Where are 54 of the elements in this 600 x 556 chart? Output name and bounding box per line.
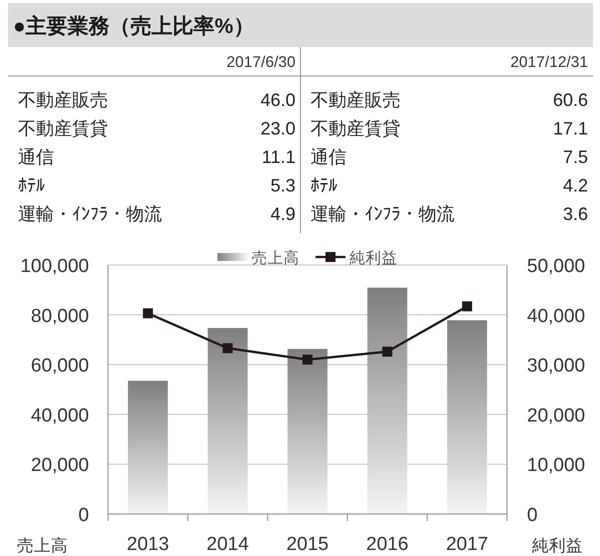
y-tick-label: 20,000 xyxy=(30,455,89,476)
data-label: 4.9 xyxy=(270,204,296,224)
y-tick-label: 60,000 xyxy=(30,356,89,377)
y-axis-title: 売上高 xyxy=(17,536,68,555)
x-tick-label: 2014 xyxy=(206,534,250,555)
text: 2017/12/31 xyxy=(510,54,588,71)
bar xyxy=(367,288,408,514)
y2-axis-title: 純利益 xyxy=(532,536,583,555)
y2-tick-label: 0 xyxy=(527,505,538,526)
legend-label: 純利益 xyxy=(350,249,398,267)
category-label: ﾎﾃﾙ xyxy=(310,176,338,196)
category-label: 通信 xyxy=(310,147,346,167)
x-tick-label: 2016 xyxy=(366,534,408,555)
point xyxy=(462,301,472,312)
data-label: 3.6 xyxy=(562,204,588,224)
bar xyxy=(128,380,168,514)
legend-label: 売上高 xyxy=(252,249,300,267)
y2-tick-label: 20,000 xyxy=(527,405,586,426)
y2-tick-label: 40,000 xyxy=(527,306,586,327)
point xyxy=(142,308,153,318)
category-label: 不動産販売 xyxy=(18,90,108,110)
point xyxy=(382,346,392,357)
data-label: 23.0 xyxy=(260,118,296,138)
point xyxy=(222,343,233,354)
point xyxy=(302,354,312,365)
data-label: 5.3 xyxy=(270,176,296,196)
bar xyxy=(288,348,328,514)
y-tick-label: 0 xyxy=(78,505,89,526)
y-tick-label: 80,000 xyxy=(30,306,89,327)
text: ●主要業務（売上比率%） xyxy=(13,14,254,38)
data-label: 46.0 xyxy=(260,90,296,110)
category-label: 運輸・ｲﾝﾌﾗ・物流 xyxy=(310,204,454,224)
bar xyxy=(447,320,488,514)
x-tick-label: 2013 xyxy=(126,534,170,555)
category-label: ﾎﾃﾙ xyxy=(18,176,45,196)
bar xyxy=(208,328,248,514)
text: 2017/6/30 xyxy=(226,54,296,71)
y2-tick-label: 10,000 xyxy=(527,455,586,476)
category-label: 不動産販売 xyxy=(310,90,400,110)
data-label: 17.1 xyxy=(552,118,588,138)
y-tick-label: 100,000 xyxy=(20,256,89,277)
x-tick-label: 2015 xyxy=(286,534,329,555)
category-label: 運輸・ｲﾝﾌﾗ・物流 xyxy=(18,204,162,224)
y2-tick-label: 30,000 xyxy=(527,356,586,377)
y2-tick-label: 50,000 xyxy=(527,256,586,277)
data-label: 11.1 xyxy=(262,147,296,167)
category-label: 通信 xyxy=(18,147,54,167)
category-label: 不動産賃貸 xyxy=(310,118,400,138)
data-label: 60.6 xyxy=(552,90,588,110)
x-tick-label: 2017 xyxy=(446,534,488,555)
category-label: 不動産賃貸 xyxy=(18,118,108,138)
data-label: 4.2 xyxy=(562,176,588,196)
y-tick-label: 40,000 xyxy=(30,405,89,426)
data-label: 7.5 xyxy=(562,147,588,167)
